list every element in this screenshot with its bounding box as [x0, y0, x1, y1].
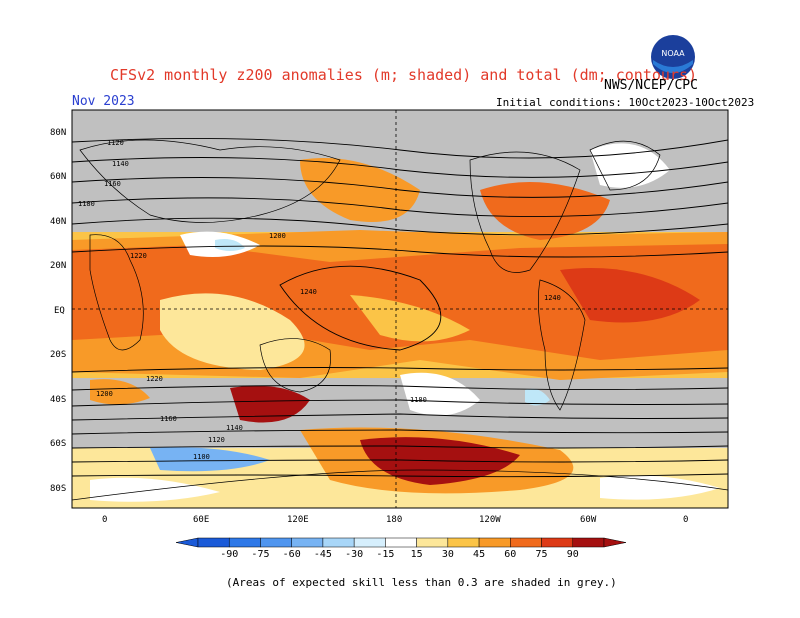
colorbar-tick-label: 60	[504, 549, 516, 560]
greenland-white	[590, 143, 670, 188]
lon-label: 0	[102, 515, 107, 525]
colorbar-swatch	[322, 537, 355, 548]
tibet-blue	[215, 239, 245, 251]
initial-conditions: Initial conditions: 10Oct2023-10Oct2023	[496, 96, 755, 109]
lat-label: 80N	[50, 128, 66, 138]
colorbar-tick-label: -60	[283, 549, 301, 560]
colorbar-swatch	[572, 537, 605, 548]
contour-label: 1240	[300, 288, 317, 296]
lat-label: 20N	[50, 261, 66, 271]
colorbar-tick-label: -30	[345, 549, 363, 560]
contour-label: 1140	[112, 160, 129, 168]
colorbar-swatch	[197, 537, 230, 548]
south-indian-orange	[90, 379, 150, 405]
colorbar-swatch	[447, 537, 480, 548]
shaded-anomalies: 1120 1140 1160 1180 1200 1220 1240 1240 …	[72, 110, 728, 508]
colorbar-swatch	[416, 537, 449, 548]
footnote: (Areas of expected skill less than 0.3 a…	[226, 576, 617, 589]
colorbar-tick-label: 75	[536, 549, 548, 560]
noaa-logo-icon: NOAA	[650, 34, 696, 80]
contour-label: 1160	[160, 415, 177, 423]
antarctic-blue	[150, 447, 270, 472]
colorbar: -90 -75 -60 -45 -30 -15 15 30 45 60 75 90	[175, 537, 627, 560]
lon-label: 120E	[287, 515, 309, 525]
colorbar-swatch	[541, 537, 574, 548]
colorbar-swatch	[291, 537, 324, 548]
colorbar-swatch	[353, 537, 386, 548]
lon-label: 60E	[193, 515, 209, 525]
colorbar-tick-label: -45	[314, 549, 332, 560]
colorbar-swatch	[478, 537, 511, 548]
lat-label: 60N	[50, 172, 66, 182]
colorbar-tick-label: 15	[411, 549, 423, 560]
pacific-yellow-patch	[160, 293, 305, 370]
contour-label: 1220	[146, 375, 163, 383]
coastlines	[72, 139, 728, 501]
contour-label: 1220	[130, 252, 147, 260]
colorbar-tick-label: -15	[376, 549, 394, 560]
lon-label: 120W	[479, 515, 501, 525]
contour-label-group: 1120 1140 1160 1180 1200 1220 1240 1240 …	[78, 139, 561, 461]
contour-label: 1200	[96, 390, 113, 398]
siberia-orange	[300, 158, 420, 222]
contour-label: 1140	[226, 424, 243, 432]
height-contours	[72, 137, 728, 478]
colorbar-tick-label: -90	[220, 549, 238, 560]
colorbar-swatch	[510, 537, 542, 548]
map-frame	[71, 109, 729, 509]
colorbar-arrow-left	[175, 537, 199, 548]
contour-label: 1240	[544, 294, 561, 302]
colorbar-arrow-right	[603, 537, 627, 548]
lat-label: 80S	[50, 484, 66, 494]
contour-label: 1200	[269, 232, 286, 240]
lat-label: EQ	[54, 306, 65, 316]
lat-label: 60S	[50, 439, 66, 449]
svg-text:NOAA: NOAA	[661, 49, 685, 58]
lat-label: 40S	[50, 395, 66, 405]
chart-title: CFSv2 monthly z200 anomalies (m; shaded)…	[110, 66, 697, 84]
south-pacific-white	[400, 372, 480, 416]
antarctic-white-east	[600, 475, 720, 500]
contour-label: 1180	[78, 200, 95, 208]
aus-south-red	[230, 385, 310, 423]
longitude-axis: 0 60E 120E 180 120W 60W 0	[102, 515, 688, 525]
contour-label: 1180	[410, 396, 427, 404]
lon-label: 180	[386, 515, 402, 525]
colorbar-tick-label: -75	[251, 549, 269, 560]
contour-label: 1160	[104, 180, 121, 188]
contour-label: 1120	[208, 436, 225, 444]
lon-label: 60W	[580, 515, 597, 525]
colorbar-swatch	[260, 537, 292, 548]
forecast-month: Nov 2023	[72, 94, 135, 109]
colorbar-tick-label: 90	[567, 549, 579, 560]
contour-label: 1100	[193, 453, 210, 461]
colorbar-swatch	[385, 537, 417, 548]
colorbar-tick-label: 30	[442, 549, 454, 560]
colorbar-tick-label: 45	[473, 549, 485, 560]
lon-label: 0	[683, 515, 688, 525]
lat-label: 40N	[50, 217, 66, 227]
colorbar-swatch	[228, 537, 261, 548]
south-atlantic-blue	[525, 388, 550, 406]
latitude-axis: 80N 60N 40N 20N EQ 20S 40S 60S 80S	[50, 128, 66, 494]
contour-label: 1120	[107, 139, 124, 147]
agency-label: NWS/NCEP/CPC	[604, 78, 698, 93]
eq-pacific-yellow	[350, 295, 470, 342]
lat-label: 20S	[50, 350, 66, 360]
